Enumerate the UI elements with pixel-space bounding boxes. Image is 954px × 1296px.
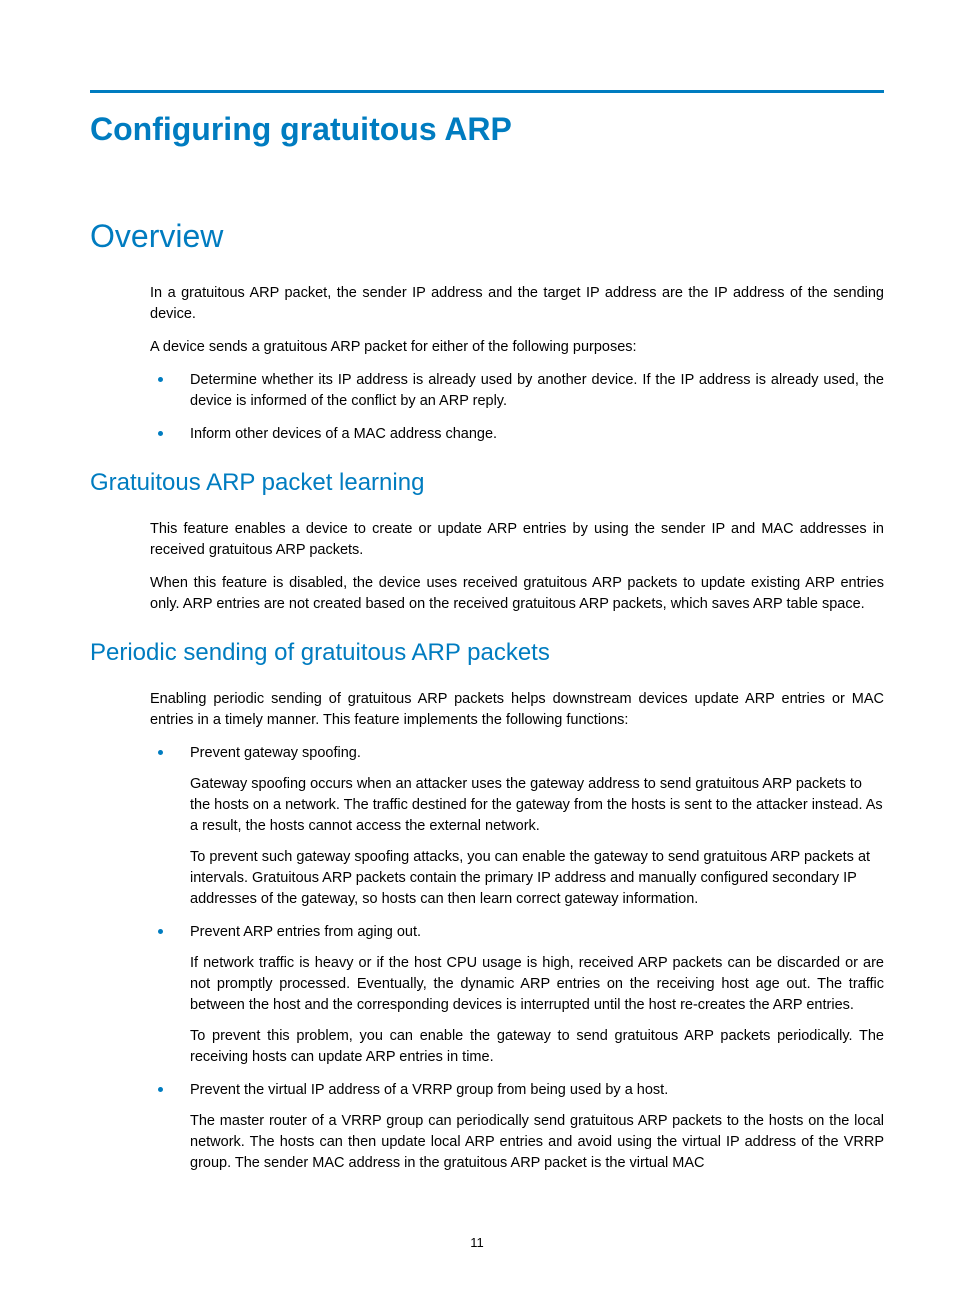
- learning-p1: This feature enables a device to create …: [150, 519, 884, 561]
- periodic-item-1-sub1: Gateway spoofing occurs when an attacker…: [190, 774, 884, 837]
- learning-p2: When this feature is disabled, the devic…: [150, 573, 884, 615]
- periodic-p1: Enabling periodic sending of gratuitous …: [150, 689, 884, 731]
- overview-bullet-1: Determine whether its IP address is alre…: [150, 370, 884, 412]
- periodic-item-2-sub2: To prevent this problem, you can enable …: [190, 1026, 884, 1068]
- periodic-body: Enabling periodic sending of gratuitous …: [90, 689, 884, 1174]
- periodic-item-1: Prevent gateway spoofing. Gateway spoofi…: [150, 743, 884, 910]
- periodic-bullets: Prevent gateway spoofing. Gateway spoofi…: [150, 743, 884, 1174]
- overview-p2: A device sends a gratuitous ARP packet f…: [150, 337, 884, 358]
- overview-p1: In a gratuitous ARP packet, the sender I…: [150, 283, 884, 325]
- periodic-item-3-sub1: The master router of a VRRP group can pe…: [190, 1111, 884, 1174]
- page-number: 11: [0, 1235, 954, 1250]
- overview-body: In a gratuitous ARP packet, the sender I…: [90, 283, 884, 445]
- periodic-item-3: Prevent the virtual IP address of a VRRP…: [150, 1080, 884, 1174]
- periodic-item-1-head: Prevent gateway spoofing.: [190, 743, 884, 764]
- overview-bullets: Determine whether its IP address is alre…: [150, 370, 884, 445]
- overview-bullet-1-text: Determine whether its IP address is alre…: [190, 370, 884, 412]
- page-content: Configuring gratuitous ARP Overview In a…: [0, 0, 954, 1174]
- page-title-h1: Configuring gratuitous ARP: [90, 111, 884, 148]
- section-learning-heading: Gratuitous ARP packet learning: [90, 469, 884, 497]
- section-overview-heading: Overview: [90, 218, 884, 255]
- overview-bullet-2: Inform other devices of a MAC address ch…: [150, 424, 884, 445]
- periodic-item-2-sub1: If network traffic is heavy or if the ho…: [190, 953, 884, 1016]
- periodic-item-2-head: Prevent ARP entries from aging out.: [190, 922, 884, 943]
- periodic-item-3-head: Prevent the virtual IP address of a VRRP…: [190, 1080, 884, 1101]
- periodic-item-2: Prevent ARP entries from aging out. If n…: [150, 922, 884, 1068]
- overview-bullet-2-text: Inform other devices of a MAC address ch…: [190, 424, 884, 445]
- learning-body: This feature enables a device to create …: [90, 519, 884, 615]
- section-periodic-heading: Periodic sending of gratuitous ARP packe…: [90, 639, 884, 667]
- periodic-item-1-sub2: To prevent such gateway spoofing attacks…: [190, 847, 884, 910]
- title-rule: [90, 90, 884, 93]
